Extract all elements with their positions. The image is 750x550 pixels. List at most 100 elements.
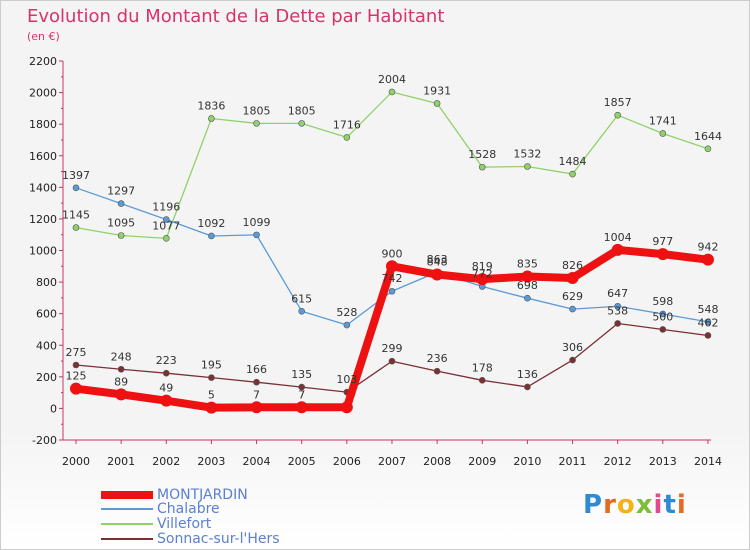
data-label-sonnac: 538: [607, 304, 628, 317]
data-point-montjardin: [431, 268, 444, 281]
data-label-chalabre: 615: [291, 292, 312, 305]
data-point-montjardin: [701, 253, 714, 266]
logo-letter: t: [663, 490, 677, 520]
legend-label-sonnac: Sonnac-sur-l'Hers: [157, 531, 280, 547]
y-tick-label: 1000: [29, 245, 57, 258]
data-point-villefort: [343, 134, 351, 141]
data-point-sonnac: [659, 326, 667, 333]
data-point-montjardin: [566, 271, 579, 284]
data-label-villefort: 1644: [694, 130, 722, 143]
data-label-chalabre: 1092: [197, 217, 225, 230]
x-tick-label: 2009: [468, 455, 496, 468]
logo-letter: P: [583, 490, 604, 520]
data-label-chalabre: 598: [652, 295, 673, 308]
data-point-montjardin: [205, 401, 218, 414]
data-label-chalabre: 1099: [243, 216, 271, 229]
data-label-montjardin: 942: [697, 241, 718, 254]
data-label-chalabre: 863: [427, 253, 448, 266]
y-tick-label: 200: [36, 371, 57, 384]
data-point-sonnac: [117, 365, 125, 373]
logo-letter: x: [635, 490, 654, 520]
data-label-villefort: 1145: [62, 209, 90, 222]
data-point-montjardin: [295, 401, 308, 414]
data-point-chalabre: [524, 294, 531, 302]
x-tick-label: 2004: [243, 455, 271, 468]
x-tick-label: 2000: [62, 455, 90, 468]
data-label-sonnac: 136: [517, 368, 538, 381]
data-point-montjardin: [611, 243, 624, 256]
chart-title: Evolution du Montant de la Dette par Hab…: [27, 6, 445, 27]
y-tick-label: 1800: [29, 118, 57, 131]
y-tick-label: -200: [32, 434, 57, 447]
data-label-villefort: 1931: [423, 84, 451, 97]
y-tick-label: 2000: [29, 87, 57, 100]
data-label-sonnac: 135: [291, 368, 312, 381]
data-label-sonnac: 236: [427, 352, 448, 365]
data-point-sonnac: [478, 377, 486, 384]
data-label-montjardin: 7: [253, 388, 260, 401]
legend-swatch-sonnac: [101, 538, 153, 540]
data-point-villefort: [162, 235, 170, 242]
data-point-villefort: [704, 145, 712, 153]
legend-label-chalabre: Chalabre: [157, 501, 220, 517]
data-point-chalabre: [388, 287, 396, 295]
data-point-villefort: [433, 100, 441, 107]
data-point-sonnac: [298, 383, 306, 391]
x-tick-label: 2012: [604, 455, 632, 468]
data-point-chalabre: [208, 232, 215, 240]
data-point-villefort: [659, 130, 667, 137]
data-point-montjardin: [385, 260, 398, 273]
data-label-montjardin: 826: [562, 259, 583, 272]
y-tick-label: 0: [50, 402, 57, 415]
data-point-montjardin: [521, 270, 534, 283]
x-tick-label: 2007: [378, 455, 406, 468]
data-point-chalabre: [298, 307, 306, 315]
data-point-montjardin: [70, 382, 82, 395]
data-label-sonnac: 299: [381, 342, 402, 355]
x-tick-label: 2013: [649, 455, 677, 468]
data-point-villefort: [614, 111, 621, 119]
data-label-villefort: 1077: [152, 219, 180, 232]
data-label-sonnac: 248: [111, 350, 132, 363]
data-label-chalabre: 1297: [107, 185, 135, 198]
data-label-montjardin: 89: [114, 375, 128, 388]
data-label-villefort: 1095: [107, 216, 135, 229]
y-tick-label: 600: [36, 308, 57, 321]
data-label-sonnac: 462: [697, 316, 718, 329]
data-label-montjardin: 125: [66, 370, 87, 383]
data-point-chalabre: [569, 305, 576, 313]
legend-label-villefort: Villefort: [157, 516, 212, 532]
data-label-chalabre: 629: [562, 290, 583, 303]
x-tick-label: 2003: [197, 455, 225, 468]
data-point-chalabre: [343, 321, 351, 329]
data-point-villefort: [569, 170, 576, 178]
data-label-sonnac: 195: [201, 359, 222, 372]
data-point-chalabre: [72, 184, 80, 192]
x-tick-label: 2010: [513, 455, 541, 468]
series-line-villefort: [75, 91, 709, 239]
proxiti-logo: Proxiti: [583, 490, 687, 520]
data-point-villefort: [72, 224, 80, 231]
data-point-montjardin: [250, 401, 263, 414]
data-label-chalabre: 698: [517, 279, 538, 292]
y-tick-label: 400: [36, 339, 57, 352]
data-point-villefort: [388, 88, 396, 96]
data-label-villefort: 1528: [468, 148, 496, 161]
data-label-villefort: 1857: [604, 96, 632, 109]
y-tick-label: 1400: [29, 181, 57, 194]
data-point-sonnac: [433, 367, 441, 375]
data-label-montjardin: 848: [427, 256, 448, 269]
x-tick-label: 2008: [423, 455, 451, 468]
data-label-chalabre: 1397: [62, 169, 90, 182]
data-point-montjardin: [476, 273, 489, 286]
data-point-sonnac: [388, 357, 396, 365]
x-tick-label: 2006: [333, 455, 361, 468]
data-point-villefort: [524, 163, 531, 170]
logo-letter: i: [676, 490, 687, 520]
legend-swatch-chalabre: [101, 508, 153, 510]
data-label-chalabre: 548: [697, 303, 718, 316]
data-point-montjardin: [340, 401, 353, 414]
data-label-sonnac: 223: [156, 354, 177, 367]
data-point-sonnac: [162, 369, 170, 377]
